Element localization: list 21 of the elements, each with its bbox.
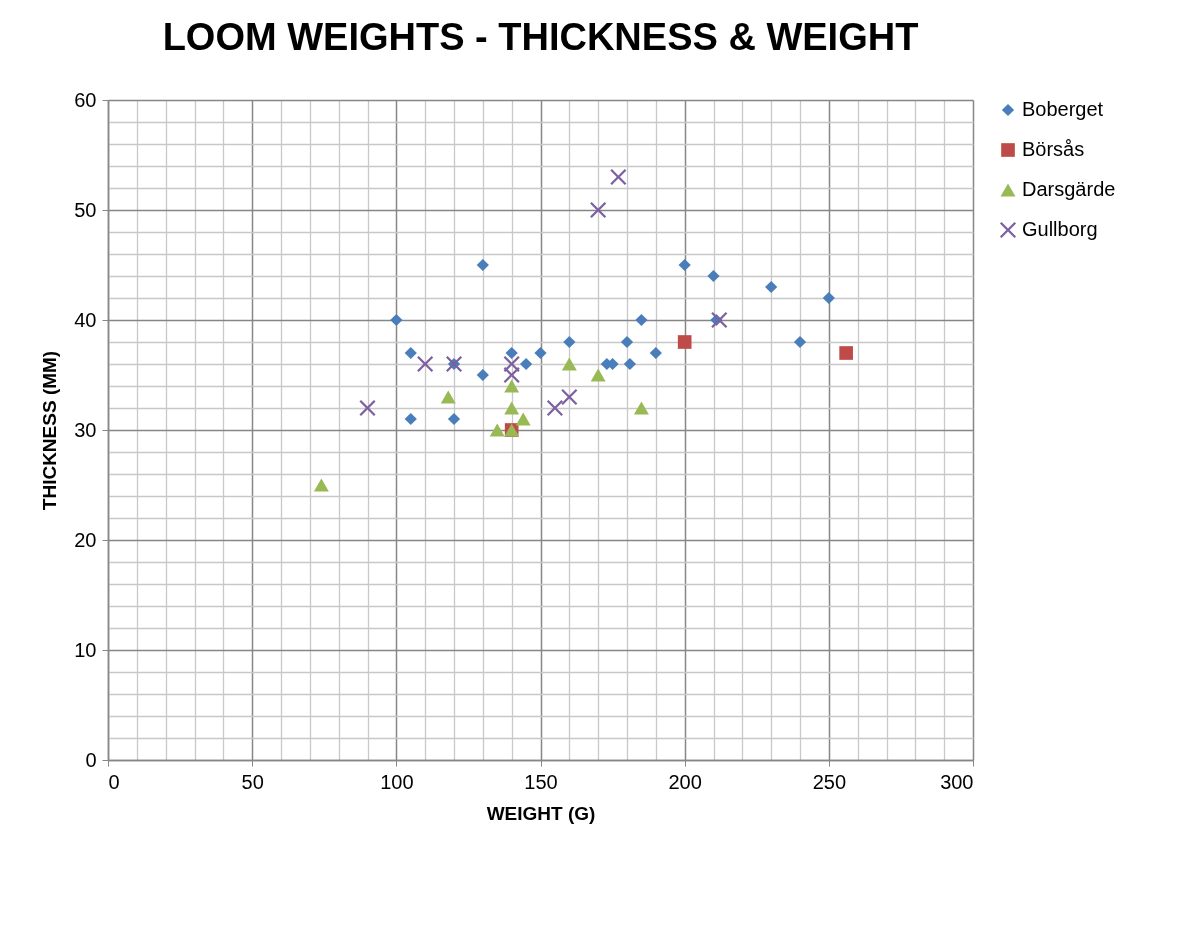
chart-title: LOOM WEIGHTS - THICKNESS & WEIGHT	[162, 16, 919, 58]
x-tick-label: 100	[380, 770, 414, 793]
y-axis-title: THICKNESS (MM)	[39, 350, 61, 511]
y-tick-label: 50	[74, 198, 97, 221]
x-tick-label: 0	[108, 770, 120, 793]
x-tick-label: 150	[524, 770, 558, 793]
legend-label: Börsås	[1022, 138, 1085, 160]
x-tick-label: 300	[940, 770, 974, 793]
x-tick-label: 50	[241, 770, 264, 793]
x-axis-title: WEIGHT (G)	[486, 802, 596, 824]
legend-label: Boberget	[1022, 98, 1104, 120]
legend-label: Darsgärde	[1022, 178, 1116, 200]
x-tick-label: 200	[668, 770, 702, 793]
legend-label: Gullborg	[1022, 218, 1098, 240]
y-tick-label: 30	[74, 418, 97, 441]
y-tick-label: 20	[74, 528, 97, 551]
y-tick-label: 10	[74, 638, 97, 661]
y-tick-label: 40	[74, 308, 97, 331]
x-tick-label: 250	[812, 770, 847, 793]
y-tick-label: 60	[74, 88, 97, 111]
y-tick-label: 0	[85, 748, 97, 771]
